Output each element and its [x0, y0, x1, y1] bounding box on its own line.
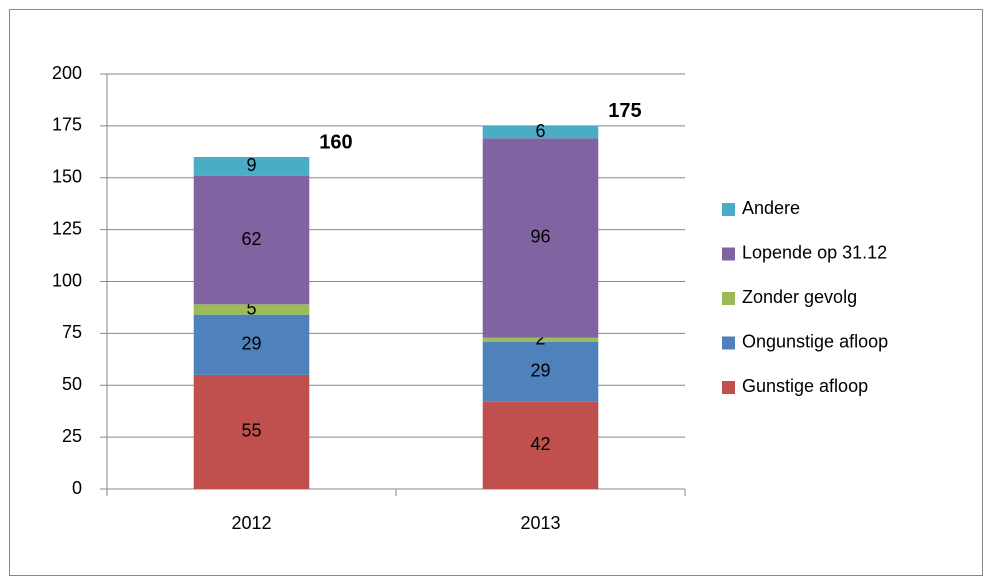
data-label: 29: [530, 361, 550, 381]
legend-swatch: [722, 292, 735, 305]
data-label: 5: [246, 298, 256, 318]
bar-segment: [482, 341, 599, 402]
total-label: 175: [608, 100, 641, 122]
data-label: 55: [241, 421, 261, 441]
data-label: 9: [246, 155, 256, 175]
data-label: 2: [535, 328, 545, 348]
legend-label: Lopende op 31.12: [742, 242, 887, 262]
legend-swatch: [722, 336, 735, 350]
legend-swatch: [722, 247, 735, 261]
legend-label: Gunstige afloop: [742, 376, 868, 396]
data-label: 42: [530, 434, 550, 454]
y-tick-label: 125: [52, 218, 82, 238]
data-label: 96: [530, 227, 550, 247]
legend-swatch: [722, 203, 735, 216]
legend-label: Ongunstige afloop: [742, 331, 888, 351]
y-tick-label: 150: [52, 167, 82, 187]
bar-segment: [193, 175, 310, 305]
y-tick-label: 75: [62, 322, 82, 342]
data-label: 6: [535, 121, 545, 141]
bar-segment: [193, 314, 310, 375]
data-label: 62: [241, 229, 261, 249]
x-tick-label: 2013: [520, 513, 560, 533]
y-tick-label: 200: [52, 63, 82, 83]
data-label: 29: [241, 334, 261, 354]
y-tick-label: 25: [62, 426, 82, 446]
legend-label: Andere: [742, 198, 800, 218]
bar-segment: [482, 138, 599, 338]
bar-segment: [193, 157, 310, 176]
bar-segment: [482, 125, 599, 139]
bar-segment: [193, 374, 310, 489]
bar-segment: [482, 401, 599, 489]
y-tick-label: 0: [72, 478, 82, 498]
legend-swatch: [722, 381, 735, 394]
y-tick-label: 50: [62, 374, 82, 394]
legend-label: Zonder gevolg: [742, 287, 857, 307]
total-label: 160: [319, 131, 352, 153]
bar-segment: [193, 304, 310, 315]
y-tick-label: 175: [52, 115, 82, 135]
bar-segment: [482, 337, 599, 342]
y-tick-label: 100: [52, 270, 82, 290]
x-tick-label: 2012: [231, 513, 271, 533]
